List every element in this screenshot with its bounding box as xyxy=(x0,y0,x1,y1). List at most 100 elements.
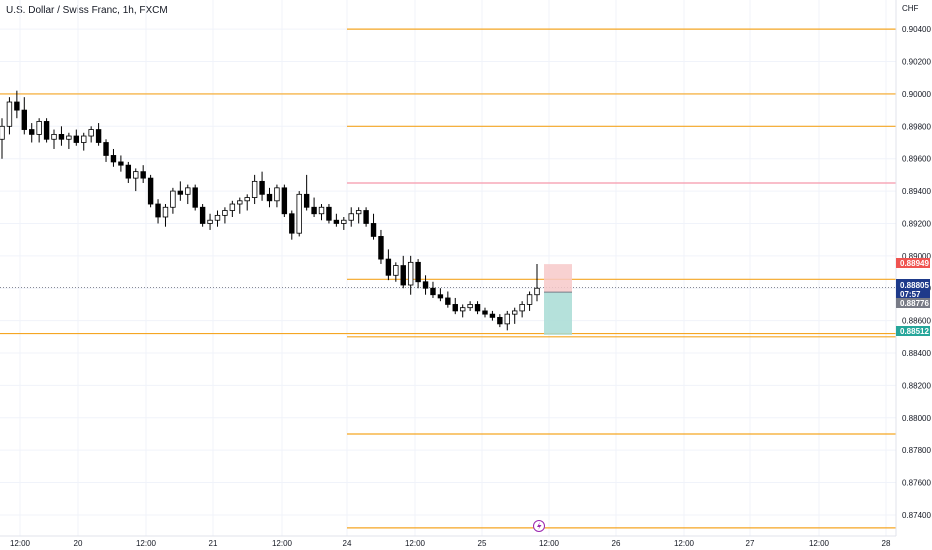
candle-down[interactable] xyxy=(155,203,161,218)
candle-down[interactable] xyxy=(73,135,80,143)
candle-up[interactable] xyxy=(6,101,13,127)
candle-down[interactable] xyxy=(266,193,273,202)
candle-up[interactable] xyxy=(348,213,354,221)
candle-up[interactable] xyxy=(355,210,362,215)
candle-up[interactable] xyxy=(296,193,302,234)
candle-up[interactable] xyxy=(66,135,72,140)
target-price-tag xyxy=(896,326,930,336)
candle-up[interactable] xyxy=(244,197,250,202)
candles-layer[interactable] xyxy=(0,90,540,331)
candle-down[interactable] xyxy=(177,190,184,195)
candle-down[interactable] xyxy=(192,187,198,208)
candle-up[interactable] xyxy=(51,134,57,140)
candle-up[interactable] xyxy=(162,206,169,218)
candle-down[interactable] xyxy=(58,134,65,140)
candle-down[interactable] xyxy=(95,129,102,143)
candle-down[interactable] xyxy=(445,297,451,305)
candle-down[interactable] xyxy=(289,213,295,234)
candle-up[interactable] xyxy=(88,129,94,137)
candle-down[interactable] xyxy=(378,236,384,260)
time-tick-label: 12:00 xyxy=(10,539,31,548)
candle-up[interactable] xyxy=(133,171,139,179)
time-tick-label: 20 xyxy=(74,539,83,548)
candle-down[interactable] xyxy=(326,206,332,221)
candle-down[interactable] xyxy=(43,121,50,140)
candle-up[interactable] xyxy=(341,219,347,224)
candle-down[interactable] xyxy=(259,180,265,195)
candle-up[interactable] xyxy=(459,307,466,312)
candle-down[interactable] xyxy=(21,109,27,130)
lightning-bolt-glyph xyxy=(537,522,542,530)
candle-down[interactable] xyxy=(415,261,421,283)
candle-up[interactable] xyxy=(407,261,414,286)
candle-up[interactable] xyxy=(512,310,518,315)
price-tick-label: 0.89200 xyxy=(902,219,931,228)
candle-up[interactable] xyxy=(207,219,213,224)
position-tool[interactable] xyxy=(544,264,572,335)
candle-up[interactable] xyxy=(251,180,258,198)
candle-up[interactable] xyxy=(185,187,191,195)
price-tick-label: 0.88200 xyxy=(902,381,931,390)
candle-up[interactable] xyxy=(504,313,510,325)
price-tick-label: 0.90200 xyxy=(902,58,931,67)
price-tick-label: 0.88000 xyxy=(902,414,931,423)
candle-down[interactable] xyxy=(110,155,117,163)
candle-up[interactable] xyxy=(222,210,228,216)
candle-down[interactable] xyxy=(103,142,109,156)
candle-up[interactable] xyxy=(0,125,5,140)
candle-down[interactable] xyxy=(482,310,488,315)
candle-down[interactable] xyxy=(452,304,458,312)
stop-loss-zone[interactable] xyxy=(544,264,572,293)
candle-down[interactable] xyxy=(333,219,340,224)
candle-down[interactable] xyxy=(303,193,310,208)
time-tick-label: 21 xyxy=(209,539,218,548)
price-axis[interactable]: 0.90400 0.90200 0.90000 0.89800 0.89600 0.894… xyxy=(902,25,931,520)
candle-down[interactable] xyxy=(430,287,436,296)
price-tick-label: 0.88400 xyxy=(902,349,931,358)
candle-up[interactable] xyxy=(81,135,87,143)
horizontal-levels[interactable] xyxy=(0,28,896,529)
candle-up[interactable] xyxy=(534,287,540,296)
candle-up[interactable] xyxy=(274,187,280,202)
candle-up[interactable] xyxy=(229,203,236,211)
candle-down[interactable] xyxy=(199,206,206,224)
time-axis[interactable]: 12:00 20 12:00 21 12:00 24 12:00 25 12:00 26 12:00… xyxy=(10,539,891,548)
stop-price-tag-label: 0.88949 xyxy=(900,259,929,268)
candle-down[interactable] xyxy=(422,281,429,289)
candle-down[interactable] xyxy=(474,304,481,312)
candle-up[interactable] xyxy=(526,294,533,305)
price-tick-label: 0.87400 xyxy=(902,511,931,520)
candle-up[interactable] xyxy=(36,121,42,135)
candle-down[interactable] xyxy=(311,206,317,215)
candle-down[interactable] xyxy=(497,316,503,325)
candle-down[interactable] xyxy=(385,258,392,276)
candle-up[interactable] xyxy=(318,206,325,215)
candle-down[interactable] xyxy=(437,294,444,299)
candle-up[interactable] xyxy=(237,200,243,205)
candle-down[interactable] xyxy=(140,171,146,179)
candle-down[interactable] xyxy=(125,164,132,179)
candle-down[interactable] xyxy=(147,177,154,205)
price-tick-label: 0.87600 xyxy=(902,479,931,488)
time-tick-label: 12:00 xyxy=(272,539,293,548)
candle-down[interactable] xyxy=(400,265,406,286)
candle-down[interactable] xyxy=(118,161,124,166)
candle-up[interactable] xyxy=(170,190,176,208)
candle-down[interactable] xyxy=(489,313,496,318)
candle-up[interactable] xyxy=(519,304,525,312)
candle-down[interactable] xyxy=(370,223,377,237)
candle-down[interactable] xyxy=(363,210,369,224)
candle-up[interactable] xyxy=(214,214,221,221)
candle-down[interactable] xyxy=(29,129,35,135)
candle-up[interactable] xyxy=(467,304,473,309)
symbol-title[interactable]: U.S. Dollar / Swiss Franc, 1h, FXCM xyxy=(6,5,168,16)
candle-down[interactable] xyxy=(281,187,288,215)
price-tick-label: 0.89600 xyxy=(902,155,931,164)
candle-up[interactable] xyxy=(393,265,399,276)
take-profit-zone[interactable] xyxy=(544,292,572,335)
price-tick-label: 0.89000 xyxy=(902,252,931,261)
candle-down[interactable] xyxy=(14,101,20,111)
event-marker[interactable] xyxy=(533,520,545,532)
